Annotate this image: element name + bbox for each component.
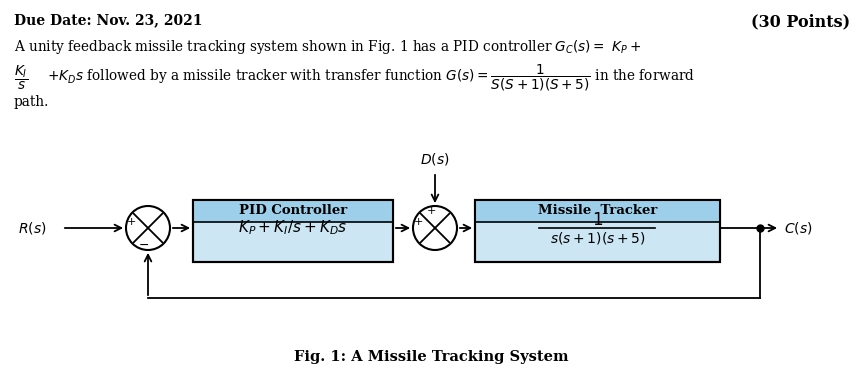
Text: $C(s)$: $C(s)$ bbox=[784, 220, 812, 236]
Text: Missile  Tracker: Missile Tracker bbox=[537, 204, 656, 217]
Text: Fig. 1: A Missile Tracking System: Fig. 1: A Missile Tracking System bbox=[294, 350, 567, 364]
Bar bbox=[193, 200, 393, 262]
Text: $\dfrac{K_I}{s}$: $\dfrac{K_I}{s}$ bbox=[14, 63, 28, 92]
Text: $D(s)$: $D(s)$ bbox=[420, 151, 449, 167]
Text: +: + bbox=[412, 217, 422, 227]
Bar bbox=[474, 200, 719, 222]
Text: PID Controller: PID Controller bbox=[238, 204, 347, 217]
Circle shape bbox=[412, 206, 456, 250]
Text: −: − bbox=[139, 238, 149, 251]
Text: $R(s)$: $R(s)$ bbox=[18, 220, 46, 236]
Text: $K_P + K_I/s + K_D s$: $K_P + K_I/s + K_D s$ bbox=[238, 219, 347, 237]
Text: 1: 1 bbox=[592, 211, 602, 229]
Bar bbox=[474, 200, 719, 262]
Text: +: + bbox=[127, 217, 135, 227]
Text: Due Date: Nov. 23, 2021: Due Date: Nov. 23, 2021 bbox=[14, 13, 202, 27]
Text: $+ K_D s$ followed by a missile tracker with transfer function $G(s) = \dfrac{1}: $+ K_D s$ followed by a missile tracker … bbox=[47, 63, 695, 93]
Bar bbox=[193, 200, 393, 222]
Text: path.: path. bbox=[14, 95, 49, 109]
Circle shape bbox=[126, 206, 170, 250]
Text: $s(s+1)(s+5)$: $s(s+1)(s+5)$ bbox=[549, 230, 645, 246]
Text: A unity feedback missile tracking system shown in Fig. 1 has a PID controller $G: A unity feedback missile tracking system… bbox=[14, 38, 641, 56]
Text: (30 Points): (30 Points) bbox=[750, 13, 849, 30]
Bar bbox=[474, 200, 719, 262]
Text: +: + bbox=[426, 206, 435, 216]
Bar bbox=[193, 200, 393, 262]
